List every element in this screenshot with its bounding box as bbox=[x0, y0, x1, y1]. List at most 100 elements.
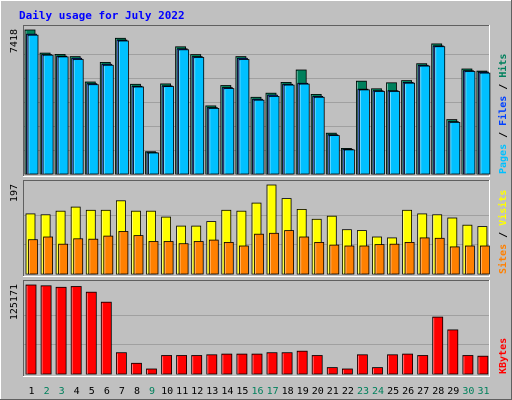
bar-sites-day-9 bbox=[148, 241, 159, 275]
bar-sites-day-18 bbox=[284, 230, 295, 275]
bar-kbytes-day-10 bbox=[161, 355, 173, 375]
bar-pages-day-20 bbox=[313, 96, 325, 175]
bar-pages-day-2 bbox=[42, 54, 54, 175]
bar-kbytes-day-30 bbox=[462, 355, 474, 375]
day-label-27: 27 bbox=[417, 386, 429, 397]
bar-sites-day-12 bbox=[193, 241, 204, 275]
day-label-18: 18 bbox=[282, 386, 294, 397]
legend-part: Files bbox=[497, 96, 509, 126]
bar-kbytes-day-1 bbox=[25, 284, 37, 375]
bar-pages-day-1 bbox=[27, 34, 39, 175]
day-label-3: 3 bbox=[59, 386, 65, 397]
bar-pages-day-6 bbox=[102, 64, 114, 175]
bar-kbytes-day-19 bbox=[296, 350, 308, 375]
bar-kbytes-day-6 bbox=[100, 301, 112, 375]
bar-sites-day-21 bbox=[329, 244, 340, 275]
day-label-29: 29 bbox=[447, 386, 459, 397]
bar-pages-day-8 bbox=[133, 86, 144, 175]
bar-kbytes-day-21 bbox=[326, 367, 338, 375]
day-label-1: 1 bbox=[28, 386, 34, 397]
legend-part: Visits bbox=[497, 190, 509, 226]
bar-pages-day-29 bbox=[449, 122, 461, 175]
bar-kbytes-day-12 bbox=[191, 355, 203, 375]
bar-kbytes-day-28 bbox=[432, 316, 444, 375]
day-label-16: 16 bbox=[251, 386, 263, 397]
bar-kbytes-day-17 bbox=[266, 352, 278, 375]
panel-legend-label: KBytes bbox=[498, 338, 509, 374]
bar-sites-day-11 bbox=[178, 243, 189, 275]
day-label-11: 11 bbox=[176, 386, 188, 397]
bar-pages-day-27 bbox=[419, 65, 431, 175]
bar-kbytes-day-29 bbox=[447, 329, 459, 375]
day-label-30: 30 bbox=[462, 386, 474, 397]
bar-kbytes-day-4 bbox=[70, 286, 82, 375]
bar-kbytes-day-22 bbox=[341, 368, 353, 375]
day-label-21: 21 bbox=[327, 386, 339, 397]
bar-kbytes-day-2 bbox=[40, 285, 52, 375]
legend-part: KBytes bbox=[498, 338, 509, 374]
day-label-13: 13 bbox=[206, 386, 218, 397]
bar-sites-day-7 bbox=[118, 231, 129, 275]
bar-kbytes-day-11 bbox=[176, 355, 188, 375]
chart-title: Daily usage for July 2022 bbox=[19, 9, 185, 22]
panel-legend-label: Pages / Files / Hits bbox=[497, 54, 509, 174]
bar-kbytes-day-13 bbox=[206, 354, 218, 375]
bar-kbytes-day-15 bbox=[236, 353, 248, 375]
bar-sites-day-3 bbox=[58, 243, 68, 275]
day-label-20: 20 bbox=[312, 386, 324, 397]
bar-pages-day-22 bbox=[343, 149, 355, 175]
bar-sites-day-28 bbox=[434, 237, 445, 275]
bar-sites-day-1 bbox=[28, 239, 38, 275]
bar-pages-day-23 bbox=[358, 89, 370, 175]
legend-part: / bbox=[498, 126, 509, 144]
bar-sites-day-16 bbox=[254, 233, 264, 275]
bar-pages-day-28 bbox=[434, 46, 446, 175]
day-label-7: 7 bbox=[119, 386, 125, 397]
bar-sites-day-22 bbox=[344, 245, 355, 275]
bar-pages-day-17 bbox=[268, 96, 280, 175]
bar-kbytes-day-24 bbox=[372, 367, 383, 375]
bar-sites-day-20 bbox=[314, 241, 325, 275]
bar-sites-day-13 bbox=[208, 239, 219, 275]
bar-pages-day-18 bbox=[283, 84, 295, 175]
panel-max-label: 197 bbox=[9, 184, 20, 202]
bar-pages-day-31 bbox=[479, 72, 491, 175]
bar-kbytes-day-7 bbox=[116, 352, 127, 375]
panel-visits: 197 Sites / Visits bbox=[9, 180, 509, 277]
bar-sites-day-4 bbox=[73, 238, 84, 275]
bar-pages-day-19 bbox=[298, 83, 310, 175]
day-label-31: 31 bbox=[477, 386, 489, 397]
day-label-2: 2 bbox=[44, 386, 50, 397]
bar-sites-day-2 bbox=[43, 236, 53, 275]
bar-pages-day-21 bbox=[328, 135, 340, 175]
bar-pages-day-7 bbox=[118, 40, 129, 175]
bar-sites-day-6 bbox=[103, 235, 114, 275]
bar-kbytes-day-23 bbox=[356, 354, 368, 375]
panel-kbytes: 125171 KBytes bbox=[9, 280, 509, 377]
bar-kbytes-day-26 bbox=[402, 353, 414, 375]
bar-sites-day-25 bbox=[389, 243, 400, 275]
day-label-12: 12 bbox=[191, 386, 203, 397]
bar-pages-day-15 bbox=[238, 59, 250, 175]
bar-sites-day-14 bbox=[223, 241, 234, 275]
day-label-17: 17 bbox=[267, 386, 279, 397]
bar-pages-day-16 bbox=[253, 99, 265, 175]
panel-max-label: 125171 bbox=[9, 284, 20, 320]
bar-pages-day-12 bbox=[193, 57, 205, 175]
day-label-24: 24 bbox=[372, 386, 384, 397]
day-label-4: 4 bbox=[74, 386, 80, 397]
bar-pages-day-11 bbox=[178, 49, 190, 175]
bar-sites-day-5 bbox=[88, 238, 99, 275]
bar-sites-day-10 bbox=[163, 241, 174, 275]
bar-pages-day-10 bbox=[163, 86, 175, 175]
legend-part: Hits bbox=[497, 54, 509, 78]
bar-pages-day-25 bbox=[389, 91, 400, 175]
bar-pages-day-4 bbox=[72, 59, 84, 175]
legend-part: Pages bbox=[498, 144, 509, 174]
panel-max-label: 7418 bbox=[9, 29, 20, 53]
day-label-26: 26 bbox=[402, 386, 414, 397]
bar-kbytes-day-18 bbox=[281, 352, 293, 375]
day-label-6: 6 bbox=[104, 386, 110, 397]
bar-kbytes-day-16 bbox=[251, 353, 263, 375]
